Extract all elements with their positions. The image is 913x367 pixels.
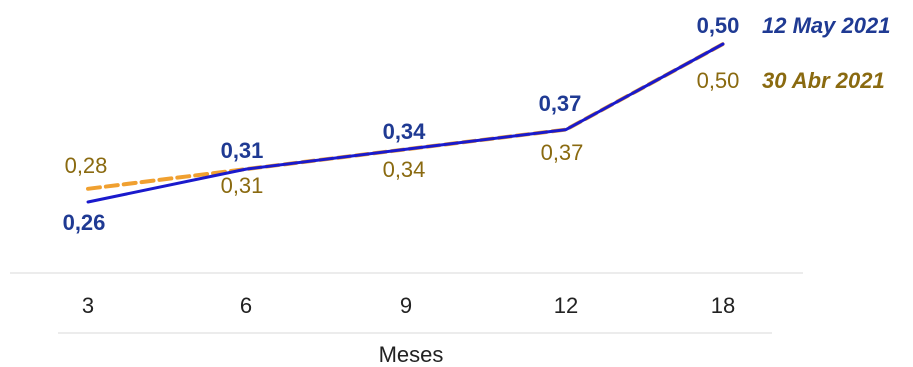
series-line-current xyxy=(86,42,725,204)
legend: 12 May 2021 30 Abr 2021 xyxy=(762,13,890,93)
data-label-current: 0,31 xyxy=(221,138,264,163)
data-label-previous: 0,34 xyxy=(383,157,426,182)
data-label-current: 0,26 xyxy=(63,210,106,235)
x-tick-label: 12 xyxy=(554,293,578,318)
series-lines xyxy=(86,42,725,204)
data-label-previous: 0,28 xyxy=(65,153,108,178)
x-tick-label: 3 xyxy=(82,293,94,318)
x-axis-title: Meses xyxy=(379,342,444,367)
data-label-previous: 0,31 xyxy=(221,173,264,198)
legend-entry-current: 12 May 2021 xyxy=(762,13,890,38)
data-label-current: 0,50 xyxy=(697,13,740,38)
data-label-previous: 0,50 xyxy=(697,68,740,93)
x-tick-label: 9 xyxy=(400,293,412,318)
x-tick-label: 6 xyxy=(240,293,252,318)
x-tick-label: 18 xyxy=(711,293,735,318)
data-label-current: 0,34 xyxy=(383,119,427,144)
data-label-previous: 0,37 xyxy=(541,140,584,165)
x-ticks: 3 6 9 12 18 xyxy=(82,293,735,318)
legend-entry-previous: 30 Abr 2021 xyxy=(762,68,885,93)
data-labels: 0,26 0,31 0,34 0,37 0,50 0,28 0,31 0,34 0,37 0,50 xyxy=(63,13,740,235)
data-label-current: 0,37 xyxy=(539,91,582,116)
